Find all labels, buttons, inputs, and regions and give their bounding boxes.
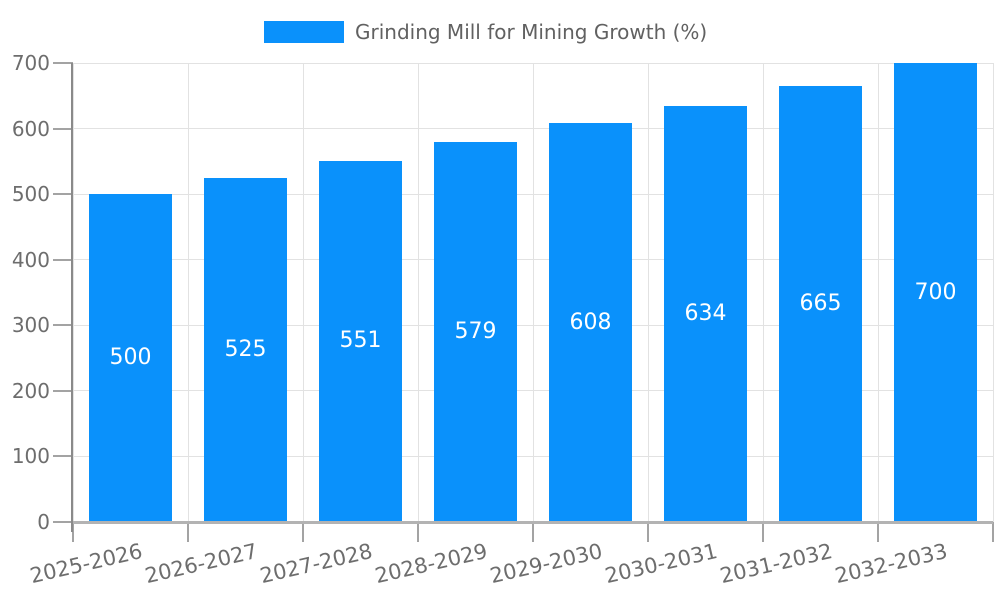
y-axis-tick: [53, 127, 73, 130]
bar-value-label: 665: [799, 290, 842, 316]
x-gridline: [532, 63, 534, 522]
y-tick-label: 100: [11, 444, 50, 469]
y-tick-label: 0: [37, 510, 50, 534]
y-axis-tick: [53, 258, 73, 261]
y-axis-tick: [53, 62, 73, 64]
y-axis-tick: [53, 521, 73, 523]
legend-swatch[interactable]: [264, 21, 344, 43]
bar-2026-2027[interactable]: 525: [204, 177, 287, 522]
x-axis-tick: [992, 522, 994, 542]
x-gridline: [877, 63, 879, 522]
bar-value-label: 551: [339, 328, 382, 354]
bar-value-label: 500: [109, 345, 152, 371]
legend-label[interactable]: Grinding Mill for Mining Growth (%): [355, 20, 708, 44]
y-axis-tick: [53, 324, 73, 327]
x-axis-tick: [877, 522, 879, 542]
y-tick-label: 400: [11, 247, 50, 272]
bar-2028-2029[interactable]: 579: [434, 142, 517, 522]
x-axis-tick: [417, 522, 419, 542]
bar-2025-2026[interactable]: 500: [89, 194, 172, 522]
bar-2029-2030[interactable]: 608: [549, 123, 632, 522]
y-axis-tick: [53, 455, 73, 458]
x-gridline: [647, 63, 649, 522]
y-tick-label: 600: [11, 116, 50, 141]
bar-value-label: 525: [224, 336, 267, 362]
x-axis-tick: [762, 522, 764, 542]
bar-value-label: 579: [454, 319, 497, 345]
y-axis-tick: [53, 193, 73, 196]
bar-2027-2028[interactable]: 551: [319, 160, 402, 522]
y-axis-tick: [53, 389, 73, 392]
y-tick-label: 200: [11, 378, 50, 403]
bar-value-label: 608: [569, 309, 612, 335]
x-gridline: [417, 63, 419, 522]
y-tick-label: 300: [11, 313, 50, 338]
x-axis-tick: [532, 522, 534, 542]
x-gridline: [762, 63, 764, 522]
x-gridline: [992, 63, 994, 522]
chart-legend: Grinding Mill for Mining Growth (%): [0, 0, 1000, 60]
bar-value-label: 634: [684, 301, 727, 327]
y-tick-label: 500: [11, 182, 50, 207]
x-gridline: [302, 63, 304, 522]
bar-value-label: 700: [914, 279, 957, 305]
x-gridline: [72, 63, 74, 522]
y-tick-label: 700: [11, 51, 50, 75]
bar-2031-2032[interactable]: 665: [779, 85, 862, 522]
bar-2032-2033[interactable]: 700: [894, 63, 977, 522]
x-axis-tick: [302, 522, 304, 542]
bar-2030-2031[interactable]: 634: [664, 106, 747, 522]
x-axis-tick: [187, 522, 189, 542]
x-axis-line: [73, 520, 993, 524]
x-gridline: [187, 63, 189, 522]
x-axis-tick: [647, 522, 649, 542]
y-axis-line: [71, 63, 73, 532]
x-axis-tick: [72, 522, 74, 542]
